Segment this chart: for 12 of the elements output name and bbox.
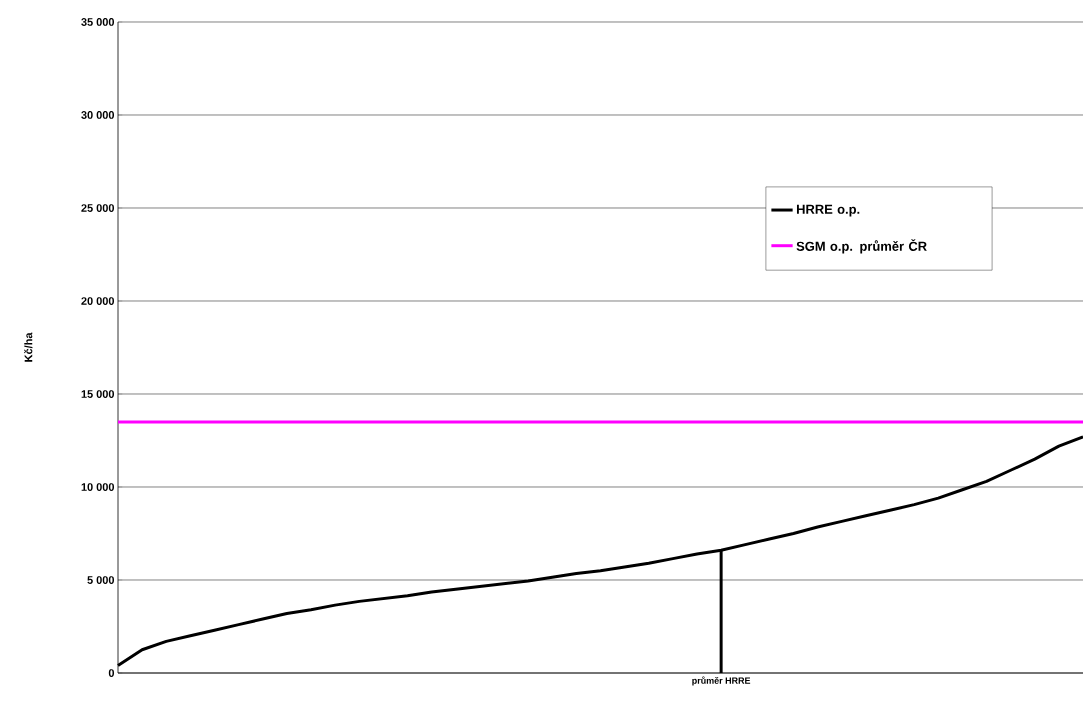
y-tick-label: 5 000 [87, 576, 115, 584]
y-tick-label: 15 000 [81, 390, 115, 398]
legend-label: SGM o.p. průměr ČR [796, 239, 927, 254]
x-tick-label: průměr HRRE [692, 676, 751, 686]
legend-label: HRRE o.p. [796, 204, 860, 217]
y-tick-label: 0 [108, 669, 115, 677]
y-tick-label: 35 000 [81, 18, 115, 26]
y-tick-label: 30 000 [81, 111, 115, 119]
y-axis-title: Kč/ha [24, 332, 33, 362]
y-tick-label: 25 000 [81, 204, 115, 212]
y-tick-label: 20 000 [81, 297, 115, 305]
y-tick-label: 10 000 [81, 483, 115, 491]
